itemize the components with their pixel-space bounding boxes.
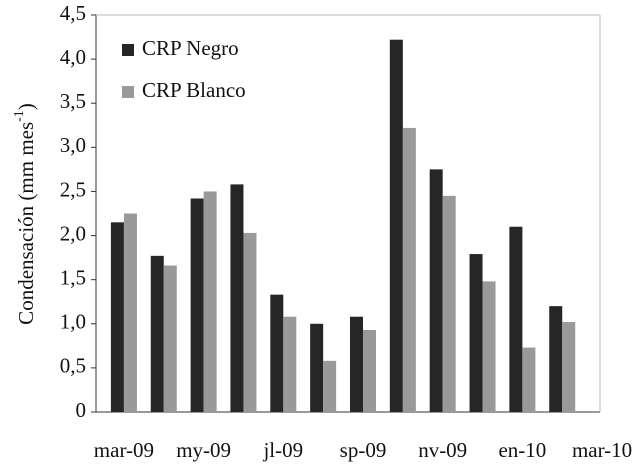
y-tick-label: 4,0 (60, 45, 86, 69)
bar (230, 184, 244, 412)
y-tick-label: 0,5 (60, 354, 86, 378)
x-tick-label: sp-09 (340, 438, 387, 462)
bar (522, 347, 536, 412)
y-tick-label: 3,0 (60, 133, 86, 157)
bar (323, 360, 337, 412)
bar (429, 169, 443, 412)
legend-swatch (122, 44, 134, 56)
bar (123, 213, 137, 412)
x-tick-label: jl-09 (262, 438, 303, 462)
bar (350, 316, 363, 412)
x-tick-label: en-10 (498, 438, 546, 462)
y-axis-label: Condensación (mm mes-1) (12, 103, 38, 325)
x-tick-label: my-09 (176, 438, 231, 462)
bar (110, 222, 124, 412)
bar (203, 191, 217, 412)
y-label-end: ) (14, 103, 38, 110)
bar (270, 294, 284, 412)
bar (190, 198, 204, 412)
y-label-sup: -1 (12, 110, 27, 122)
legend-label: CRP Negro (142, 36, 239, 60)
y-tick-label: 0 (76, 398, 87, 422)
x-tick-label: mar-09 (94, 438, 154, 462)
bar (363, 329, 376, 412)
bar (562, 322, 576, 412)
bar (442, 195, 456, 412)
x-tick-label: mar-10 (572, 438, 632, 462)
y-tick-label: 4,5 (60, 1, 86, 25)
y-tick-label: 2,0 (60, 221, 86, 245)
bar (283, 316, 297, 412)
bar (150, 255, 164, 412)
bar (389, 39, 403, 413)
bar (509, 226, 523, 412)
bar (163, 265, 177, 412)
bar (310, 323, 324, 412)
bar (482, 281, 496, 412)
bar (549, 306, 563, 412)
y-tick-label: 2,5 (60, 177, 86, 201)
legend-label: CRP Blanco (142, 78, 246, 102)
bar (243, 232, 257, 412)
bar (402, 127, 416, 413)
y-tick-label: 1,0 (60, 310, 86, 334)
y-label-main: Condensación (mm mes (14, 122, 38, 325)
y-tick-label: 3,5 (60, 89, 86, 113)
legend-swatch (122, 86, 134, 98)
y-tick-label: 1,5 (60, 265, 86, 289)
bar (469, 254, 483, 412)
x-tick-label: nv-09 (418, 438, 467, 462)
